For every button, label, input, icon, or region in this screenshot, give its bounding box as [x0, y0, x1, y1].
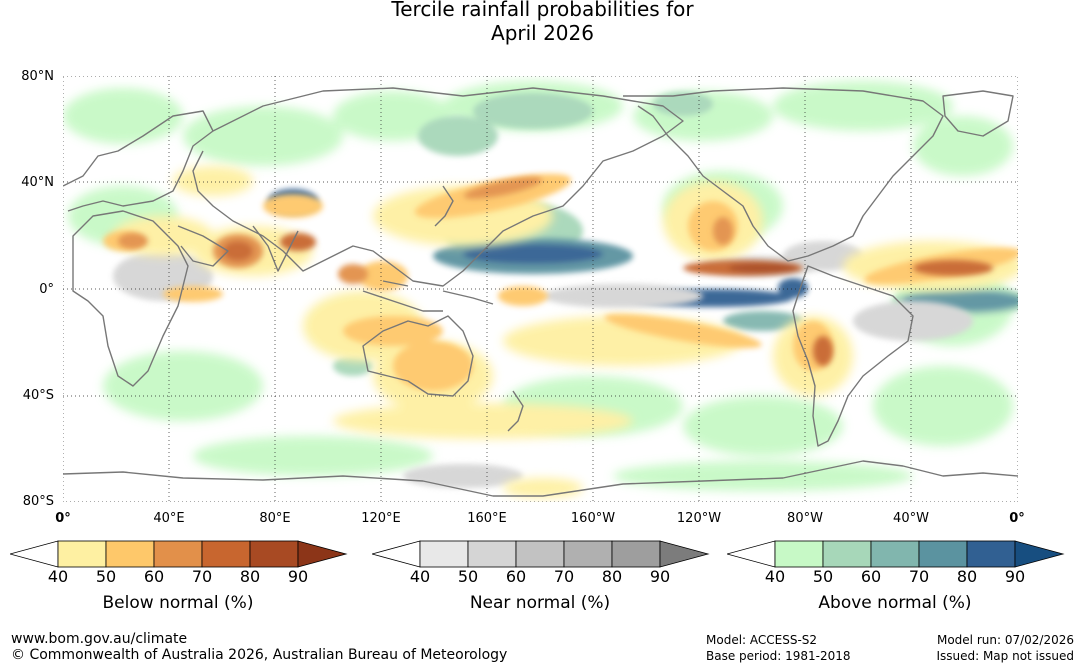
above-tick-70: 70	[908, 567, 930, 586]
website-link[interactable]: www.bom.gov.au/climate	[11, 631, 188, 647]
above-swatch-2	[822, 540, 872, 568]
above-swatch-5	[966, 540, 1016, 568]
lon-label-0-east: 0°	[1009, 511, 1025, 526]
lon-label-80w: 80°W	[787, 511, 823, 526]
lon-label-160e: 160°E	[467, 511, 507, 526]
africa-coastline	[72, 210, 189, 387]
near-swatch-2	[467, 540, 517, 568]
below-tick-60: 60	[143, 567, 165, 586]
above-swatch-4	[918, 540, 968, 568]
japan-coastline	[434, 185, 454, 227]
near-normal-title: Near normal (%)	[469, 593, 611, 613]
near-tick-80: 80	[601, 567, 623, 586]
lat-label-80s: 80°S	[22, 494, 54, 509]
below-swatch-6	[297, 540, 348, 568]
near-tick-40: 40	[409, 567, 431, 586]
near-swatch-1	[419, 540, 469, 568]
asia-coastline	[192, 87, 684, 287]
near-tick-60: 60	[505, 567, 527, 586]
map-title: Tercile rainfall probabilities for April…	[0, 0, 1085, 45]
below-swatch-1	[57, 540, 107, 568]
australia-coastline	[362, 315, 474, 397]
above-swatch-3	[870, 540, 920, 568]
above-tick-80: 80	[956, 567, 978, 586]
lat-label-80n: 80°N	[21, 69, 54, 84]
lon-label-120w: 120°W	[676, 511, 722, 526]
above-swatch-0	[725, 540, 776, 568]
lon-label-80e: 80°E	[259, 511, 291, 526]
near-tick-70: 70	[553, 567, 575, 586]
above-tick-60: 60	[860, 567, 882, 586]
lat-label-40n: 40°N	[21, 175, 54, 190]
below-normal-title: Below normal (%)	[102, 593, 254, 613]
issued-status: Issued: Map not issued	[936, 649, 1074, 663]
above-normal-colorbar	[725, 540, 1067, 572]
below-normal-colorbar	[8, 540, 350, 572]
below-tick-80: 80	[239, 567, 261, 586]
below-tick-70: 70	[191, 567, 213, 586]
near-tick-90: 90	[649, 567, 671, 586]
lat-label-40s: 40°S	[22, 388, 54, 403]
lon-label-40e: 40°E	[153, 511, 185, 526]
above-swatch-6	[1014, 540, 1065, 568]
model-run-date: Model run: 07/02/2026	[936, 633, 1074, 647]
near-swatch-4	[563, 540, 613, 568]
near-swatch-5	[611, 540, 661, 568]
base-period: Base period: 1981-2018	[706, 649, 851, 663]
indonesia-coastline	[362, 280, 494, 312]
above-swatch-1	[774, 540, 824, 568]
above-tick-50: 50	[812, 567, 834, 586]
near-swatch-3	[515, 540, 565, 568]
model-name: Model: ACCESS-S2	[706, 633, 818, 647]
title-line-2: April 2026	[491, 21, 594, 45]
lon-label-40w: 40°W	[893, 511, 929, 526]
near-swatch-6	[659, 540, 710, 568]
lon-label-160w: 160°W	[570, 511, 616, 526]
title-line-1: Tercile rainfall probabilities for	[391, 0, 694, 21]
below-tick-90: 90	[287, 567, 309, 586]
probability-field	[63, 81, 1018, 498]
south-america-coastline	[792, 265, 914, 447]
below-tick-50: 50	[95, 567, 117, 586]
below-swatch-3	[153, 540, 203, 568]
near-swatch-0	[370, 540, 421, 568]
map-canvas	[63, 76, 1018, 502]
near-tick-50: 50	[457, 567, 479, 586]
greenland-coastline	[942, 90, 1014, 137]
below-swatch-2	[105, 540, 155, 568]
north-america-coastline	[623, 87, 944, 262]
above-tick-90: 90	[1004, 567, 1026, 586]
near-normal-colorbar	[370, 540, 712, 572]
below-swatch-4	[201, 540, 251, 568]
india-coastline	[252, 225, 299, 272]
above-normal-title: Above normal (%)	[818, 593, 972, 613]
coastlines	[63, 87, 1018, 497]
below-swatch-0	[8, 540, 59, 568]
lat-label-equator: 0°	[39, 282, 54, 297]
above-tick-40: 40	[764, 567, 786, 586]
arabia-coastline	[177, 225, 229, 267]
lon-label-0-west: 0°	[55, 511, 71, 526]
rainfall-map[interactable]	[63, 76, 1018, 502]
below-tick-40: 40	[47, 567, 69, 586]
below-swatch-5	[249, 540, 299, 568]
antarctica-coastline	[63, 460, 1018, 497]
map-grid	[63, 76, 1018, 502]
new-zealand-coastline	[507, 390, 524, 432]
copyright-notice: © Commonwealth of Australia 2026, Austra…	[11, 647, 508, 663]
europe-coastline	[63, 110, 214, 212]
lon-label-120e: 120°E	[361, 511, 401, 526]
